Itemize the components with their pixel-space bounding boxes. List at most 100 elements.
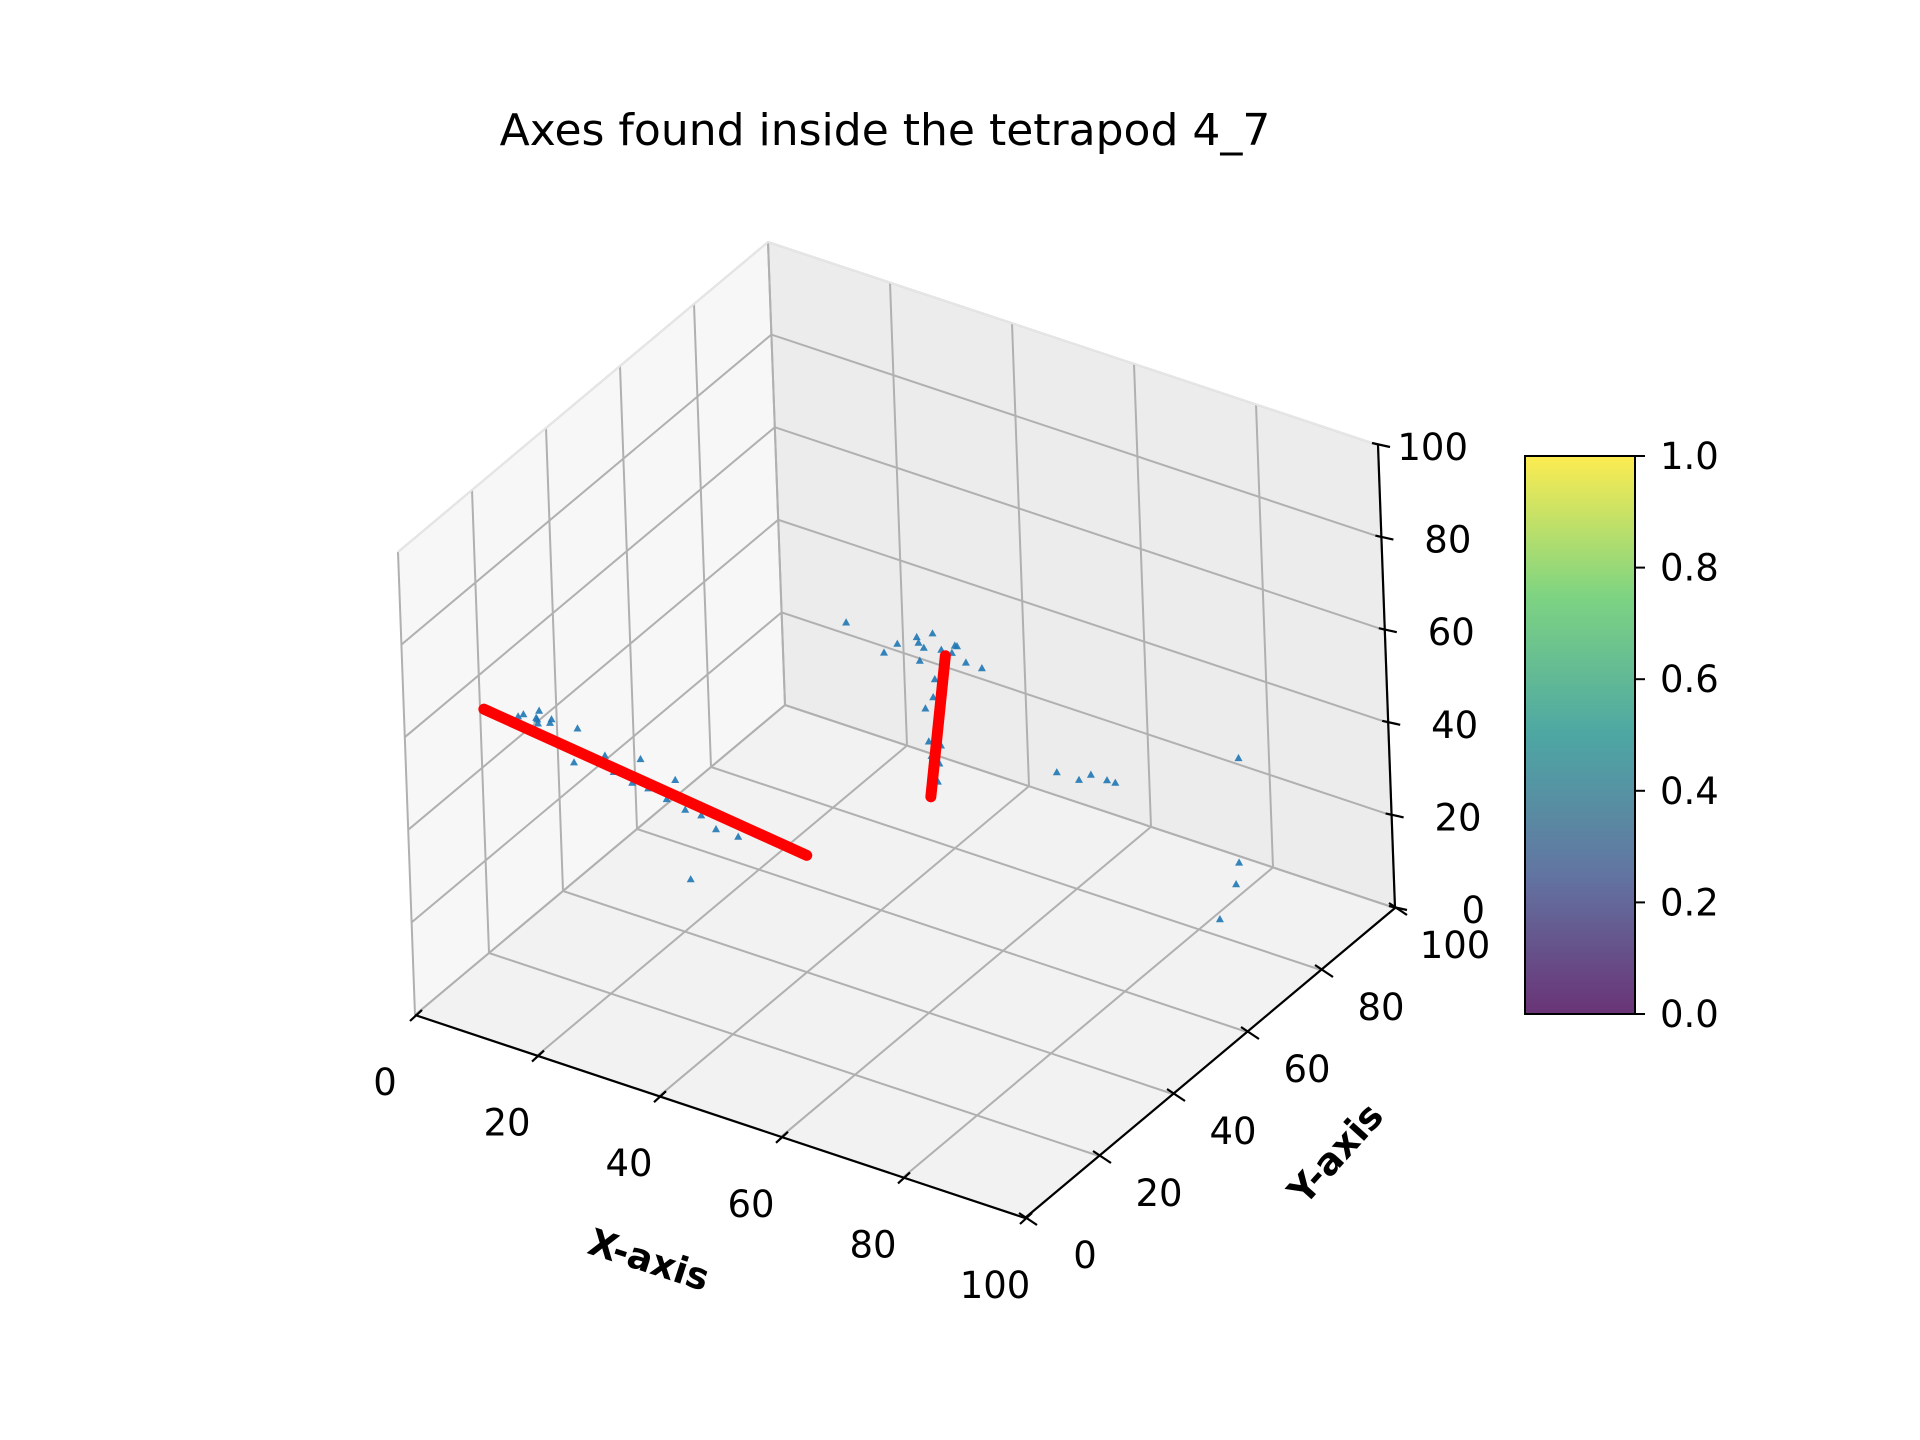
grid-line — [414, 703, 1396, 1016]
x-tick-label: 40 — [605, 1142, 652, 1185]
scatter-point — [570, 758, 578, 766]
y-tick — [1240, 1026, 1260, 1040]
scatter-point — [546, 718, 554, 726]
scatter-point — [929, 693, 938, 701]
scatter-point — [921, 704, 930, 712]
z-tick — [1378, 627, 1398, 634]
x-axis-line — [414, 1013, 1026, 1220]
plot-panes — [398, 242, 1395, 1218]
scatter-point — [662, 794, 671, 803]
grid-line — [404, 426, 1386, 738]
detected-axis-lines — [478, 650, 951, 861]
scatter-point — [671, 775, 680, 783]
z-tick-label: 0 — [1461, 889, 1485, 932]
scatter-point — [1075, 775, 1083, 783]
scatter-point — [915, 656, 924, 664]
chart-title: Axes found inside the tetrapod 4_7 — [500, 105, 1271, 156]
detected-axis-line — [478, 703, 813, 861]
scatter-point — [1234, 753, 1243, 762]
scatter-point — [842, 618, 851, 626]
x-tick-label: 0 — [373, 1061, 397, 1104]
floor-pane — [415, 705, 1395, 1218]
colorbar-tick-label: 0.4 — [1660, 770, 1719, 813]
scatter-point — [514, 712, 523, 720]
scatter-point — [600, 751, 609, 759]
scatter-point — [950, 641, 959, 649]
scatter-point — [1086, 770, 1095, 778]
scatter-point — [1111, 778, 1120, 786]
colorbar-frame — [1524, 455, 1636, 1015]
x-tick — [409, 1009, 423, 1022]
pane-edge — [397, 240, 1379, 553]
x-tick-label: 60 — [727, 1183, 774, 1226]
y-tick — [1314, 964, 1334, 978]
y-axis-label: Y-axis — [1279, 1095, 1392, 1214]
x-tick — [897, 1171, 911, 1185]
y-axis-line — [1024, 907, 1396, 1219]
scatter-point — [928, 629, 937, 637]
x-tick — [775, 1130, 789, 1144]
back-pane — [768, 242, 1395, 908]
scatter-point — [533, 715, 542, 723]
y-tick — [1166, 1088, 1186, 1102]
colorbar: 0.0 0.2 0.4 0.6 0.8 1.0 — [1524, 435, 1719, 1036]
y-tick — [1018, 1212, 1038, 1226]
scatter-point — [1235, 858, 1244, 866]
scatter-point — [880, 648, 888, 656]
scatter-point — [734, 832, 743, 840]
x-tick — [653, 1090, 667, 1104]
scatter-point — [1103, 776, 1111, 784]
detected-axis-line — [925, 650, 951, 803]
scatter-point — [547, 715, 556, 723]
y-tick-label: 60 — [1283, 1048, 1330, 1091]
z-tick-label: 80 — [1424, 519, 1471, 562]
colorbar-tick-label: 0.2 — [1660, 881, 1719, 924]
scatter-point — [534, 719, 542, 727]
colorbar-tick-label: 1.0 — [1660, 435, 1719, 478]
scatter-point — [712, 825, 720, 833]
x-axis-label: X-axis — [583, 1220, 715, 1299]
y-tick — [1092, 1150, 1112, 1164]
scatter-point — [681, 805, 690, 813]
z-axis-line — [1376, 444, 1397, 909]
scatter-point — [686, 875, 695, 883]
y-tick-label: 100 — [1420, 924, 1491, 967]
y-tick-label: 80 — [1357, 986, 1404, 1029]
x-tick-label: 20 — [483, 1102, 530, 1145]
scatter-point — [912, 632, 921, 641]
z-tick-label: 20 — [1435, 796, 1482, 839]
colorbar-tick-label: 0.0 — [1660, 993, 1719, 1036]
scatter-point — [636, 754, 645, 763]
z-tick — [1385, 812, 1404, 819]
y-tick-label: 40 — [1209, 1110, 1256, 1153]
y-tick-label: 0 — [1073, 1234, 1097, 1277]
z-tick — [1388, 904, 1408, 912]
grid-line — [400, 333, 1382, 646]
colorbar-tick-label: 0.6 — [1660, 658, 1719, 701]
z-tick — [1381, 719, 1401, 726]
scatter-point — [1215, 915, 1224, 923]
x-tick-label: 100 — [960, 1264, 1031, 1307]
scatter-point — [1052, 768, 1061, 776]
left-pane — [398, 242, 785, 1015]
scatter-point — [519, 710, 528, 718]
colorbar-tick-label: 0.8 — [1660, 547, 1719, 590]
z-tick-label: 100 — [1397, 426, 1468, 469]
scatter-point — [697, 811, 706, 819]
x-tick-label: 80 — [849, 1223, 896, 1266]
scatter-point — [961, 658, 970, 666]
scatter-point — [1232, 880, 1241, 888]
z-tick — [1375, 534, 1394, 541]
colorbar-fill — [1525, 456, 1635, 1014]
grid-line — [410, 611, 1392, 924]
axis-lines — [414, 444, 1397, 1220]
scatter-point — [919, 643, 928, 651]
scatter-point — [977, 664, 986, 672]
y-tick-label: 20 — [1135, 1172, 1182, 1215]
z-tick-label: 40 — [1431, 704, 1478, 747]
tick-marks — [409, 441, 1408, 1226]
scatter-point — [924, 737, 933, 745]
scatter-point — [930, 675, 939, 683]
scatter-point — [573, 724, 582, 732]
